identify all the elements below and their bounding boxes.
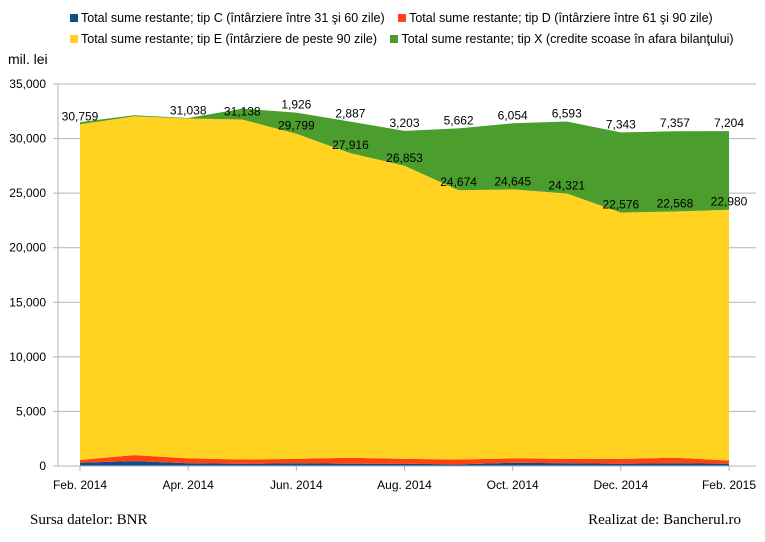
area-series-2 — [80, 116, 729, 461]
data-label: 7,343 — [606, 117, 636, 131]
data-label: 3,203 — [389, 116, 419, 130]
data-label: 6,593 — [552, 107, 582, 121]
data-label: 22,576 — [602, 198, 639, 212]
axes: 0 5,000 10,000 15,000 20,000 25,000 30,000 35,0… — [9, 77, 756, 492]
y-axis-unit-label: mil. lei — [8, 51, 48, 67]
data-label: 7,204 — [714, 116, 744, 130]
data-label: 31,038 — [170, 104, 207, 118]
data-label: 30,759 — [62, 109, 99, 123]
data-label: 6,054 — [498, 108, 528, 122]
y-tick-label: 0 — [39, 459, 46, 473]
y-tick-label: 10,000 — [9, 350, 46, 364]
data-label: 22,980 — [711, 195, 748, 209]
y-tick-label: 5,000 — [16, 404, 46, 418]
x-tick-label: Dec. 2014 — [593, 478, 648, 492]
legend-label-tip-x: Total sume restante; tip X (credite scoa… — [401, 32, 734, 46]
data-label: 22,568 — [657, 197, 694, 211]
y-tick-label: 20,000 — [9, 241, 46, 255]
y-tick-label: 35,000 — [9, 77, 46, 91]
legend-label-tip-e: Total sume restante; tip E (întârziere d… — [81, 32, 377, 46]
area-series-0 — [80, 461, 729, 466]
chart-legend: Total sume restante; tip C (întârziere î… — [70, 8, 760, 50]
y-tick-label: 30,000 — [9, 132, 46, 146]
data-label: 29,799 — [278, 119, 315, 133]
data-label: 7,357 — [660, 116, 690, 130]
legend-swatch-tip-e — [70, 35, 78, 43]
source-note: Sursa datelor: BNR — [30, 512, 148, 528]
legend-item-tip-x: Total sume restante; tip X (credite scoa… — [390, 29, 734, 50]
y-tick-label: 15,000 — [9, 295, 46, 309]
credit-note: Realizat de: Bancherul.ro — [588, 512, 741, 528]
x-tick-label: Jun. 2014 — [270, 478, 323, 492]
x-tick-label: Apr. 2014 — [162, 478, 214, 492]
x-tick-label: Oct. 2014 — [487, 478, 539, 492]
x-tick-label: Feb. 2014 — [53, 478, 107, 492]
data-label: 26,853 — [386, 151, 423, 165]
legend-item-tip-e: Total sume restante; tip E (întârziere d… — [70, 29, 377, 50]
x-tick-label: Aug. 2014 — [377, 478, 432, 492]
data-label: 5,662 — [444, 113, 474, 127]
legend-label-tip-c: Total sume restante; tip C (întârziere î… — [81, 11, 385, 25]
data-label: 1,926 — [281, 98, 311, 112]
data-label: 24,321 — [548, 178, 585, 192]
y-tick-label: 25,000 — [9, 186, 46, 200]
data-label: 24,645 — [494, 174, 531, 188]
legend-swatch-tip-x — [390, 35, 399, 43]
legend-swatch-tip-d — [398, 14, 407, 22]
x-tick-label: Feb. 2015 — [702, 478, 756, 492]
legend-item-tip-d: Total sume restante; tip D (întârziere î… — [398, 8, 713, 29]
data-labels: 30,759 31,038 31,138 29,799 27,916 26,853 24,6… — [62, 98, 748, 212]
legend-item-tip-c: Total sume restante; tip C (întârziere î… — [70, 8, 385, 29]
data-label: 24,674 — [440, 175, 477, 189]
data-label: 2,887 — [335, 107, 365, 121]
data-label: 31,138 — [224, 104, 261, 118]
area-series-1 — [80, 455, 729, 465]
data-label: 27,916 — [332, 138, 369, 152]
legend-label-tip-d: Total sume restante; tip D (întârziere î… — [409, 11, 713, 25]
area-series — [80, 108, 729, 466]
area-series-3 — [80, 108, 729, 213]
legend-swatch-tip-c — [70, 14, 78, 22]
